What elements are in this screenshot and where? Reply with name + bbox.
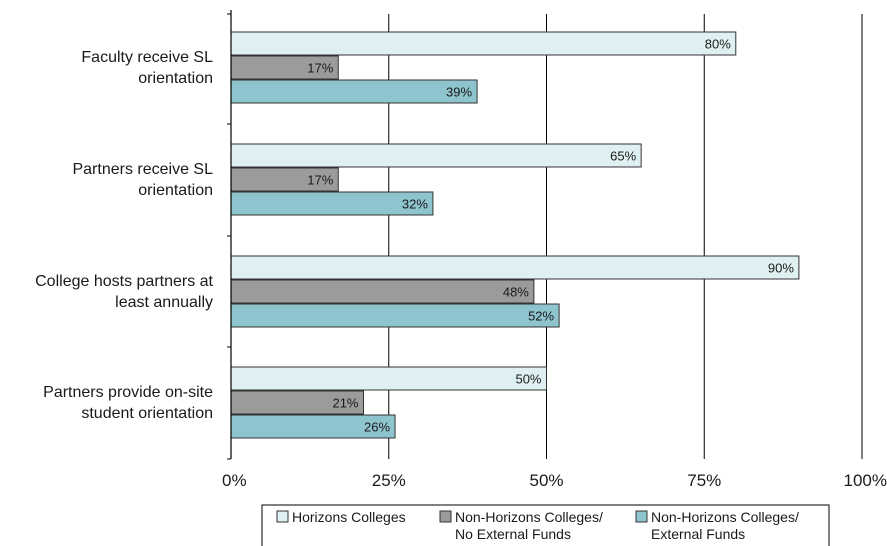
category-label-3-line-1: student orientation <box>81 405 213 422</box>
legend-label-1-line-1: No External Funds <box>455 526 571 542</box>
x-tick-label-2: 50% <box>529 471 563 490</box>
legend-swatch-0 <box>276 510 289 523</box>
data-label-series0-cat2: 90% <box>768 261 794 276</box>
category-label-2-line-1: least annually <box>115 294 213 311</box>
bar-series2-cat2 <box>230 303 560 328</box>
category-label-0-line-0: Faculty receive SL <box>81 49 213 66</box>
category-labels: Faculty receive SL orientation Partners re… <box>35 49 213 422</box>
bars: 80% 65% 90% 50% 17% 17% 48% 21% 39% 32% 52% 26% <box>230 31 800 439</box>
bar-series0-cat1 <box>230 143 642 168</box>
data-label-series2-cat1: 32% <box>402 197 428 212</box>
data-label-series0-cat3: 50% <box>515 372 541 387</box>
data-label-series0-cat1: 65% <box>610 149 636 164</box>
x-tick-label-0: 0% <box>222 471 247 490</box>
legend-box <box>261 504 830 546</box>
bar-series0-cat2 <box>230 255 800 280</box>
legend-label-1-line-0: Non-Horizons Colleges/ <box>455 509 603 525</box>
legend-swatch-1 <box>439 510 452 523</box>
data-label-series1-cat2: 48% <box>503 285 529 300</box>
bar-series2-cat0 <box>230 79 478 104</box>
bar-series0-cat3 <box>230 366 547 391</box>
x-tick-label-4: 100% <box>844 471 887 490</box>
legend-label-2-line-0: Non-Horizons Colleges/ <box>651 509 799 525</box>
legend-label-0-line-0: Horizons Colleges <box>292 509 406 525</box>
data-label-series0-cat0: 80% <box>705 37 731 52</box>
data-label-series1-cat1: 17% <box>307 173 333 188</box>
category-label-2-line-0: College hosts partners at <box>35 273 213 290</box>
legend-label-2-line-1: External Funds <box>651 526 745 542</box>
x-tick-labels: 0% 25% 50% 75% 100% <box>222 471 887 490</box>
data-label-series2-cat3: 26% <box>364 420 390 435</box>
legend-swatch-2 <box>635 510 648 523</box>
x-tick-label-3: 75% <box>687 471 721 490</box>
bar-series1-cat2 <box>230 279 535 304</box>
bar-series0-cat0 <box>230 31 737 56</box>
data-label-series2-cat0: 39% <box>446 85 472 100</box>
data-label-series1-cat3: 21% <box>332 396 358 411</box>
category-label-1-line-0: Partners receive SL <box>72 161 213 178</box>
data-label-series1-cat0: 17% <box>307 61 333 76</box>
category-label-1-line-1: orientation <box>138 182 213 199</box>
category-label-0-line-1: orientation <box>138 70 213 87</box>
x-tick-label-1: 25% <box>372 471 406 490</box>
category-label-3-line-0: Partners provide on-site <box>43 384 213 401</box>
data-label-series2-cat2: 52% <box>528 309 554 324</box>
legend: Horizons Colleges Non-Horizons Colleges/N… <box>261 504 830 546</box>
axes <box>227 10 232 460</box>
